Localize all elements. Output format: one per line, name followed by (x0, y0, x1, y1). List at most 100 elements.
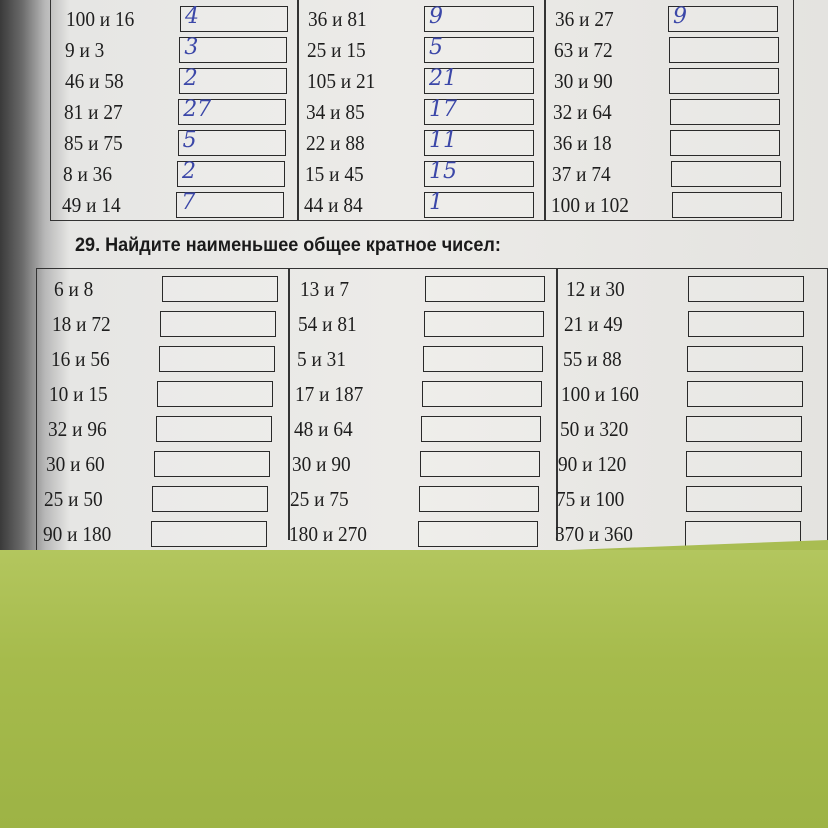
handwritten-answer: 3 (184, 35, 199, 60)
number-pair: 32 и 96 (47, 417, 107, 441)
column-divider (297, 0, 299, 220)
green-surface (0, 550, 828, 828)
answer-box[interactable] (158, 346, 275, 372)
number-pair: 32 и 64 (553, 100, 612, 124)
answer-box[interactable]: 1 (424, 190, 534, 218)
number-pair: 30 и 60 (46, 452, 105, 476)
answer-box[interactable]: 11 (424, 128, 534, 156)
handwritten-answer: 1 (429, 190, 443, 215)
handwritten-answer: 5 (429, 35, 443, 60)
answer-box[interactable] (154, 451, 270, 477)
number-pair: 18 и 72 (52, 312, 112, 336)
number-pair: 180 и 270 (288, 522, 367, 546)
number-pair: 55 и 88 (562, 347, 622, 371)
answer-box[interactable] (688, 276, 804, 302)
number-pair: 36 и 81 (308, 7, 367, 31)
answer-box[interactable] (668, 37, 779, 63)
answer-box[interactable] (686, 381, 803, 407)
number-pair: 16 и 56 (50, 347, 110, 371)
handwritten-answer: 9 (673, 4, 687, 29)
number-pair: 30 и 90 (553, 69, 613, 93)
number-pair: 22 и 88 (305, 131, 365, 155)
handwritten-answer: 4 (185, 4, 199, 29)
number-pair: 370 и 360 (554, 522, 633, 546)
number-pair: 85 и 75 (63, 131, 123, 155)
answer-box[interactable]: 15 (424, 159, 534, 187)
answer-box[interactable] (669, 68, 780, 94)
answer-box[interactable] (686, 416, 803, 442)
number-pair: 46 и 58 (64, 69, 124, 93)
handwritten-answer: 2 (182, 159, 196, 184)
answer-box[interactable] (423, 346, 543, 372)
number-pair: 48 и 64 (293, 417, 353, 441)
handwritten-answer: 15 (429, 159, 457, 184)
answer-box[interactable]: 3 (179, 35, 288, 63)
answer-box[interactable] (421, 416, 541, 442)
number-pair: 25 и 15 (307, 38, 367, 62)
handwritten-answer: 5 (182, 128, 197, 153)
number-pair: 36 и 27 (555, 7, 614, 31)
handwritten-answer: 21 (429, 66, 457, 91)
answer-box[interactable] (157, 381, 274, 407)
number-pair: 5 и 31 (296, 347, 346, 371)
answer-box[interactable] (162, 276, 278, 302)
number-pair: 21 и 49 (564, 312, 624, 336)
answer-box[interactable] (671, 192, 782, 218)
answer-box[interactable] (671, 161, 781, 187)
number-pair: 34 и 85 (306, 100, 365, 124)
number-pair: 17 и 187 (295, 382, 364, 406)
answer-box[interactable]: 5 (177, 128, 286, 156)
number-pair: 9 и 3 (65, 38, 105, 62)
handwritten-answer: 11 (429, 128, 457, 153)
answer-box[interactable] (425, 276, 545, 302)
number-pair: 36 и 18 (552, 131, 612, 155)
answer-box[interactable] (420, 451, 540, 477)
answer-box[interactable] (150, 521, 267, 547)
number-pair: 25 и 75 (290, 487, 350, 511)
number-pair: 25 и 50 (44, 487, 104, 511)
number-pair: 90 и 120 (558, 452, 627, 476)
answer-box[interactable] (160, 311, 277, 337)
answer-box[interactable] (424, 311, 544, 337)
answer-box[interactable] (422, 381, 542, 407)
answer-box[interactable] (670, 130, 781, 156)
column-divider (288, 268, 290, 540)
handwritten-answer: 27 (183, 97, 212, 122)
number-pair: 12 и 30 (566, 277, 625, 301)
number-pair: 49 и 14 (62, 193, 122, 217)
answer-box[interactable]: 17 (424, 97, 534, 125)
handwritten-answer: 7 (181, 190, 196, 215)
number-pair: 30 и 90 (292, 452, 351, 476)
number-pair: 50 и 320 (559, 417, 628, 441)
answer-box[interactable]: 27 (178, 97, 287, 125)
answer-box[interactable] (419, 486, 539, 512)
answer-box[interactable] (685, 486, 802, 512)
handwritten-answer: 9 (429, 4, 443, 29)
number-pair: 105 и 21 (306, 69, 376, 93)
answer-box[interactable]: 5 (424, 35, 534, 63)
answer-box[interactable] (687, 346, 804, 372)
number-pair: 44 и 84 (304, 193, 364, 217)
number-pair: 37 и 74 (552, 162, 611, 186)
answer-box[interactable] (687, 311, 804, 337)
number-pair: 15 и 45 (305, 162, 364, 186)
answer-box[interactable]: 4 (180, 4, 288, 32)
worksheet-page: 100 и 16 4 9 и 3 3 46 и 58 2 81 и 27 27 85 и 75 5… (0, 0, 828, 559)
answer-box[interactable] (686, 451, 802, 477)
answer-box[interactable] (152, 486, 269, 512)
column-divider (556, 268, 558, 540)
answer-box[interactable] (669, 99, 780, 125)
answer-box[interactable]: 9 (424, 4, 534, 32)
answer-box[interactable] (418, 521, 538, 547)
answer-box[interactable]: 2 (177, 159, 285, 187)
answer-box[interactable] (685, 521, 802, 547)
answer-box[interactable]: 7 (176, 190, 285, 218)
answer-box[interactable]: 2 (178, 66, 287, 94)
answer-box[interactable] (155, 416, 272, 442)
answer-box[interactable]: 9 (668, 4, 778, 32)
number-pair: 90 и 180 (42, 522, 112, 546)
number-pair: 54 и 81 (298, 312, 358, 336)
exercise-title: 29. Найдите наименьшее общее кратное чис… (75, 235, 501, 256)
answer-box[interactable]: 21 (424, 66, 534, 94)
number-pair: 63 и 72 (554, 38, 614, 62)
